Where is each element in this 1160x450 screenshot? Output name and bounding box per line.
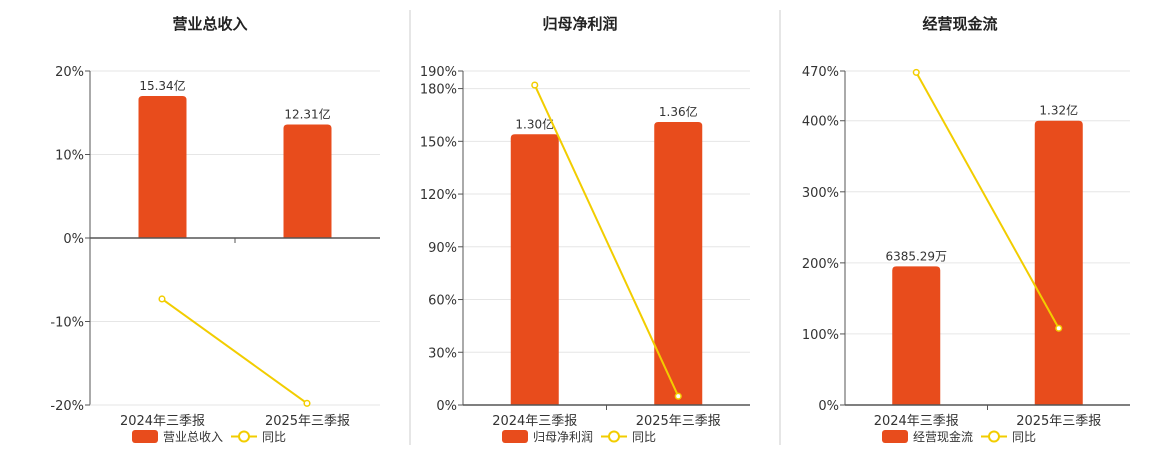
yoy-line — [161, 298, 308, 405]
y-tick-label: 20% — [55, 65, 84, 80]
yoy-point — [912, 68, 920, 76]
bar — [138, 96, 187, 238]
chart-panel: 营业总收入 -20% -10% 0% 10% 20% 15.34亿 12.31亿 2024年三季… — [50, 15, 380, 444]
bar — [892, 266, 941, 405]
yoy-point — [674, 392, 682, 400]
y-tick-label: -20% — [50, 399, 84, 414]
y-tick-label: 470% — [802, 65, 839, 80]
y-tick-label: 60% — [428, 294, 457, 309]
yoy-line — [533, 84, 680, 397]
category-label: 2025年三季报 — [1016, 414, 1101, 429]
legend-line-label: 同比 — [262, 430, 286, 444]
category-label: 2024年三季报 — [874, 414, 959, 429]
chart-panel: 经营现金流 0% 100% 200% 300% 400% 470% 6385.29万 1.32亿… — [802, 15, 1130, 444]
bar — [283, 124, 332, 238]
y-tick-label: 150% — [420, 135, 457, 150]
yoy-point — [158, 295, 166, 303]
y-tick-label: 180% — [420, 83, 457, 98]
legend-line-label: 同比 — [1012, 430, 1036, 444]
y-tick-label: 200% — [802, 257, 839, 272]
legend-bar-label: 营业总收入 — [163, 430, 223, 444]
category-label: 2025年三季报 — [265, 414, 350, 429]
bar-data-label: 12.31亿 — [284, 106, 330, 121]
bar — [654, 121, 703, 406]
bar-data-label: 15.34亿 — [139, 78, 185, 93]
legend-bar-swatch — [502, 430, 528, 443]
y-tick-label: 0% — [63, 232, 84, 247]
chart-panel: 归母净利润 0% 30% 60% 90% 120% 150% 180% 190% 1.30亿 1.3… — [420, 15, 750, 444]
chart-title: 营业总收入 — [172, 15, 247, 33]
bar — [510, 134, 559, 405]
yoy-point — [303, 399, 311, 407]
y-tick-label: 0% — [436, 399, 457, 414]
legend-line-label: 同比 — [632, 430, 656, 444]
legend: 经营现金流 同比 — [882, 429, 1036, 444]
chart-title: 归母净利润 — [542, 15, 617, 33]
legend: 营业总收入 同比 — [132, 430, 286, 444]
y-tick-label: 190% — [420, 65, 457, 80]
legend-line-marker — [988, 430, 1000, 443]
bar — [1034, 120, 1083, 405]
y-tick-label: 10% — [55, 149, 84, 164]
y-tick-label: -10% — [50, 316, 84, 331]
y-tick-label: 30% — [428, 346, 457, 361]
yoy-point — [531, 81, 539, 89]
legend-line-marker — [238, 430, 250, 443]
bar-data-label: 6385.29万 — [885, 249, 947, 263]
y-tick-label: 300% — [802, 186, 839, 201]
bar-data-label: 1.36亿 — [659, 104, 698, 119]
y-tick-label: 0% — [818, 399, 839, 414]
bar-data-label: 1.30亿 — [515, 116, 554, 131]
y-tick-label: 90% — [428, 241, 457, 256]
chart-title: 经营现金流 — [922, 15, 997, 33]
category-label: 2024年三季报 — [492, 414, 577, 429]
y-tick-label: 100% — [802, 328, 839, 343]
yoy-point — [1055, 324, 1063, 332]
legend-bar-swatch — [882, 430, 908, 443]
legend-bar-label: 归母净利润 — [533, 430, 593, 444]
legend-bar-label: 经营现金流 — [913, 429, 973, 444]
y-tick-label: 120% — [420, 188, 457, 203]
category-label: 2025年三季报 — [636, 414, 721, 429]
y-tick-label: 400% — [802, 115, 839, 130]
legend-bar-swatch — [132, 430, 158, 443]
legend-line-marker — [608, 430, 620, 443]
bar-data-label: 1.32亿 — [1039, 103, 1078, 118]
category-label: 2024年三季报 — [120, 414, 205, 429]
yoy-line — [915, 71, 1060, 329]
legend: 归母净利润 同比 — [502, 430, 656, 444]
